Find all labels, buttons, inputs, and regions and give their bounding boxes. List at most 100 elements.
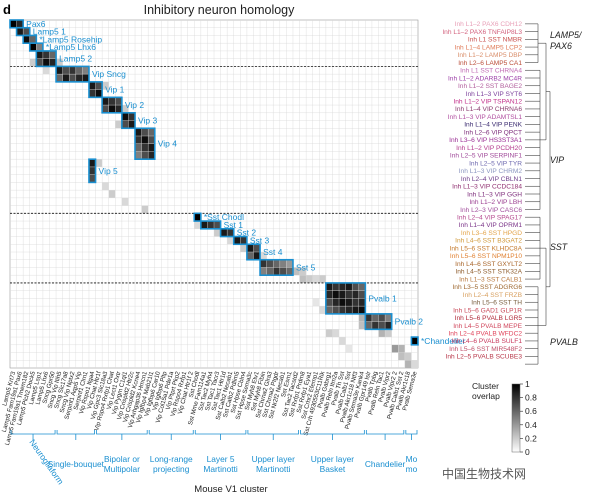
heatmap-cell — [358, 282, 366, 291]
heatmap-cell — [246, 244, 254, 252]
heatmap-cell — [36, 50, 43, 59]
row-label: Inh L1–2 VIP TSPAN12 — [453, 99, 522, 106]
heatmap-cell — [10, 20, 17, 28]
legend-tick-label: 0.6 — [525, 406, 537, 416]
heatmap-cell — [371, 313, 379, 322]
cluster-label: Pvalb 2 — [395, 317, 424, 327]
heatmap-cell — [42, 66, 50, 75]
heatmap-cell — [325, 282, 333, 291]
row-label: Inh L1 SST NMBR — [468, 37, 522, 44]
heatmap-cell — [121, 112, 129, 121]
heatmap-cell — [29, 43, 37, 51]
heatmap-cell — [299, 275, 307, 283]
heatmap-cell — [325, 290, 333, 299]
heatmap-cell — [95, 89, 103, 98]
heatmap-cell — [279, 259, 287, 268]
cluster-label: Sst 1 — [224, 220, 244, 230]
heatmap-cell — [233, 236, 241, 245]
legend-tick-label: 1 — [525, 379, 530, 389]
column-group-label: Mo — [406, 454, 418, 464]
cluster-box — [55, 65, 90, 83]
column-group-bracket — [148, 430, 194, 435]
column-group-bracket — [96, 430, 148, 435]
cluster-label: Pax6 — [26, 19, 46, 29]
heatmap-cell — [135, 151, 142, 160]
legend-tick-label: 0 — [525, 447, 530, 457]
cluster-label: *Chandelier — [421, 336, 466, 346]
class-label: PAX6 — [550, 41, 572, 51]
heatmap-cell — [398, 344, 405, 353]
heatmap-cell — [108, 190, 116, 198]
heatmap-cell — [371, 321, 379, 330]
row-label: Inh L2–4 PVALB WFDC2 — [448, 331, 522, 338]
row-label: Inh L5–6 GAD1 GLP1R — [453, 307, 522, 314]
heatmap-cell — [319, 306, 326, 314]
row-label: Inh L2–4 VIP CBLN1 — [461, 176, 522, 183]
heatmap-cell — [332, 298, 340, 307]
cluster-box — [364, 313, 393, 331]
chart-title: Inhibitory neuron homology — [144, 3, 296, 17]
class-label: LAMP5/ — [550, 30, 583, 40]
heatmap-cell — [36, 58, 43, 67]
row-label: Inh L1–2 LAMP5 DBP — [457, 52, 522, 59]
heatmap-cell — [148, 143, 155, 152]
row-label: Inh L2–5 VIP TYR — [469, 160, 522, 167]
column-group-label: Long-range — [150, 454, 193, 464]
heatmap-cell — [227, 228, 234, 237]
heatmap-cell — [141, 136, 149, 144]
heatmap-cell — [56, 66, 63, 75]
column-group-label: projecting — [153, 464, 190, 474]
heatmap-cell — [29, 35, 37, 44]
column-group-label: Basket — [320, 464, 346, 474]
heatmap-cell — [339, 282, 346, 291]
column-group-label: Upper layer — [252, 454, 296, 464]
heatmap-cell — [352, 306, 359, 314]
row-label: Inh L3–6 VIP HS3ST3A1 — [449, 137, 522, 144]
cluster-box — [200, 220, 222, 230]
panel-letter: d — [3, 2, 11, 17]
heatmap-cell — [148, 136, 155, 144]
heatmap-cell — [391, 344, 399, 353]
column-group-label: Single-bouquet — [48, 459, 105, 469]
column-group-label: Martinotti — [203, 464, 238, 474]
cluster-box — [101, 96, 123, 114]
row-label: Inh L2–3 VIP CASC6 — [460, 207, 522, 214]
cluster-label: *Sst Chodl — [204, 212, 244, 222]
column-group-bracket — [365, 430, 405, 435]
heatmap-cell — [42, 58, 50, 67]
heatmap-cell — [148, 151, 155, 160]
heatmap-cell — [365, 321, 372, 330]
cluster-label: Pvalb 1 — [368, 293, 397, 303]
row-label: Inh L1–2 ADARB2 MC4R — [448, 75, 522, 82]
heatmap-cell — [332, 282, 340, 291]
legend-ticks: 1 0.8 0.6 0.4 0.2 0 — [520, 379, 537, 457]
heatmap-cell — [286, 267, 293, 276]
heatmap-cell — [266, 259, 274, 268]
heatmap-cell — [358, 298, 366, 307]
column-group-bracket — [247, 430, 299, 435]
row-label: Inh L2–4 SST FRZB — [463, 292, 523, 299]
heatmap-cell — [339, 290, 346, 299]
heatmap-cell — [88, 159, 96, 167]
row-label: Inh L5–6 SST MIR548F2 — [449, 346, 522, 353]
heatmap-cell — [214, 221, 221, 229]
row-label: Inh L1–3 VIP CHRM2 — [459, 168, 523, 175]
heatmap-cell — [141, 205, 149, 214]
heatmap-cell — [88, 89, 96, 98]
heatmap-cell — [352, 282, 359, 291]
cluster-box — [259, 258, 294, 277]
row-label: Inh L1–4 VIP PENK — [464, 122, 522, 129]
column-group-label: Bipolar or — [104, 454, 140, 464]
heatmap-cell — [398, 352, 405, 361]
heatmap-cell — [365, 313, 372, 322]
heatmap-cell — [69, 74, 76, 82]
heatmap-cell — [135, 136, 142, 144]
column-group-label: Martinotti — [256, 464, 291, 474]
class-label: VIP — [550, 155, 564, 165]
heatmap-cell — [115, 97, 122, 106]
heatmap-cell — [82, 66, 89, 75]
heatmap-cell — [135, 143, 142, 152]
row-label: Inh L3–5 SST ADGRG6 — [452, 284, 522, 291]
